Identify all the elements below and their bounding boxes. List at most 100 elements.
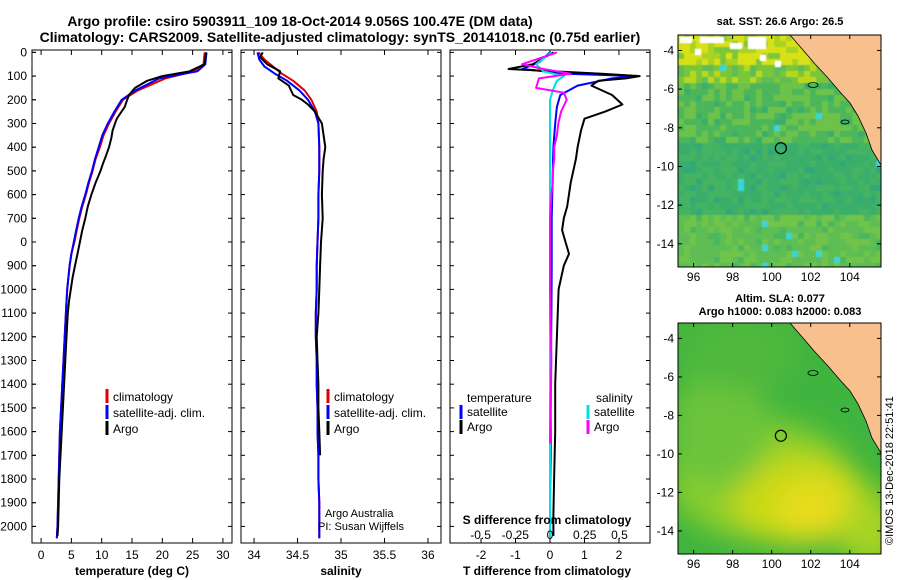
temperature-panel: 0 5 10 15 20 25 30 temperature (deg C) climato… xyxy=(31,49,233,578)
series-line-satellite-adj-clim- xyxy=(55,52,208,539)
x-tick-label: 15 xyxy=(125,548,139,562)
legend-climatology: climatology xyxy=(334,390,394,404)
x-tick-label: 25 xyxy=(186,548,200,562)
lon-tick-label: 104 xyxy=(840,270,860,284)
lat-tick-label: -12 xyxy=(657,198,675,212)
lat-tick-label: -10 xyxy=(657,159,675,173)
lon-tick-label: 96 xyxy=(687,270,701,284)
t-difference-x-label: T difference from climatology xyxy=(463,564,631,578)
s-tick-label: 0 xyxy=(547,528,554,542)
series-line-argo xyxy=(521,51,572,444)
island-outline xyxy=(840,119,850,125)
depth-tick-label: 1300 xyxy=(0,353,27,367)
sla-map-subtitle: Argo h1000: 0.083 h2000: 0.083 xyxy=(699,306,862,318)
x-tick-label: 0 xyxy=(38,548,45,562)
s-tick-label: -0.5 xyxy=(470,528,491,542)
lon-tick-label: 98 xyxy=(726,270,740,284)
island-outline xyxy=(840,407,850,413)
salinity-plot-frame xyxy=(240,49,442,544)
land-sumatra xyxy=(789,323,881,454)
lon-tick-label: 102 xyxy=(801,557,821,571)
lat-tick-label: -8 xyxy=(663,121,674,135)
figure-title-line1: Argo profile: csiro 5903911_109 18-Oct-2… xyxy=(67,13,532,29)
depth-tick-label: 2000 xyxy=(0,519,27,533)
series-line-satellite xyxy=(521,51,638,527)
s-tick-label: 0.5 xyxy=(611,528,628,542)
depth-tick-label: 1400 xyxy=(0,377,27,391)
series-line-climatology xyxy=(257,51,321,539)
legend-s-satellite: satellite xyxy=(594,405,635,419)
x-tick-label: 1 xyxy=(581,548,588,562)
x-tick-label: 34 xyxy=(247,548,261,562)
lat-tick-label: -14 xyxy=(657,237,675,251)
lon-tick-label: 100 xyxy=(762,557,782,571)
legend-satellite-adj: satellite-adj. clim. xyxy=(113,406,205,420)
depth-tick-label: 1100 xyxy=(1,306,27,320)
s-tick-label: 0.25 xyxy=(573,528,597,542)
difference-legend: temperature salinity satellite Argo sate… xyxy=(459,391,635,434)
x-tick-label: 2 xyxy=(616,548,623,562)
lon-tick-label: 98 xyxy=(726,557,740,571)
temperature-plot-frame xyxy=(31,49,233,544)
island-outline xyxy=(807,82,819,88)
lat-tick-label: -12 xyxy=(657,485,675,499)
sst-map: sat. SST: 26.6 Argo: 26.5 96 98 100 102 104 -… xyxy=(657,16,882,284)
legend-argo: Argo xyxy=(113,422,139,436)
lat-tick-label: -4 xyxy=(663,331,674,345)
sla-map-axes: 96 98 100 102 104 -4 -6 -8 -10 -12 -14 xyxy=(657,323,881,571)
s-difference-label: S difference from climatology xyxy=(463,513,632,527)
series-line-argo xyxy=(56,52,207,536)
lon-tick-label: 104 xyxy=(840,557,860,571)
x-tick-label: 35 xyxy=(334,548,348,562)
depth-tick-label: 700 xyxy=(7,211,27,225)
legend-climatology: climatology xyxy=(113,390,173,404)
depth-tick-label: 1200 xyxy=(0,330,27,344)
argo-location-marker xyxy=(774,142,787,155)
series-line-argo xyxy=(507,51,641,536)
x-tick-label: 34.5 xyxy=(286,548,310,562)
depth-tick-label: 900 xyxy=(7,259,27,273)
sla-map-title: Altim. SLA: 0.077 xyxy=(735,293,825,305)
s-tick-label: -0.25 xyxy=(502,528,530,542)
depth-tick-label: 200 xyxy=(7,93,27,107)
argo-location-marker xyxy=(774,429,787,442)
depth-tick-label: 600 xyxy=(7,188,27,202)
lon-tick-label: 102 xyxy=(801,270,821,284)
salinity-panel: 34 34.5 35 35.5 36 salinity climatology sate… xyxy=(240,49,442,578)
lon-tick-label: 96 xyxy=(687,557,701,571)
depth-tick-label: 400 xyxy=(7,140,27,154)
lat-tick-label: -10 xyxy=(657,447,675,461)
sst-map-axes: 96 98 100 102 104 -4 -6 -8 -10 -12 -14 xyxy=(657,35,881,284)
depth-tick-label: 100 xyxy=(7,69,27,83)
x-tick-label: -1 xyxy=(510,548,521,562)
legend-header-temperature: temperature xyxy=(467,391,532,405)
depth-tick-label: 1600 xyxy=(0,425,27,439)
difference-panel: -2 -1 0 1 2 S difference from climatology -0… xyxy=(449,49,651,578)
sla-map-frame xyxy=(677,322,882,555)
series-line-argo xyxy=(259,51,327,456)
credit-org: Argo Australia xyxy=(325,508,394,520)
depth-tick-label: 1000 xyxy=(0,282,27,296)
temperature-legend: climatology satellite-adj. clim. Argo xyxy=(105,389,205,436)
legend-t-argo: Argo xyxy=(467,420,493,434)
credit-pi: PI: Susan Wijffels xyxy=(318,521,404,533)
x-tick-label: 10 xyxy=(95,548,109,562)
lat-tick-label: -6 xyxy=(663,82,674,96)
series-line-climatology xyxy=(55,52,206,539)
x-tick-label: 20 xyxy=(156,548,170,562)
salinity-legend: climatology satellite-adj. clim. Argo xyxy=(326,389,426,436)
lon-tick-label: 100 xyxy=(762,270,782,284)
depth-tick-label: 1500 xyxy=(0,401,27,415)
lat-tick-label: -14 xyxy=(657,524,675,538)
depth-tick-label: 0 xyxy=(20,235,27,249)
depth-tick-label: 300 xyxy=(7,116,27,130)
land-sumatra xyxy=(789,35,881,166)
x-tick-label: -2 xyxy=(476,548,487,562)
depth-tick-label: 1800 xyxy=(0,472,27,486)
sst-map-frame xyxy=(677,34,882,268)
salinity-x-label: salinity xyxy=(320,564,362,578)
lat-tick-label: -4 xyxy=(663,43,674,57)
x-tick-label: 36 xyxy=(421,548,435,562)
footer-timestamp: ©IMOS 13-Dec-2018 22:51:41 xyxy=(884,396,896,545)
